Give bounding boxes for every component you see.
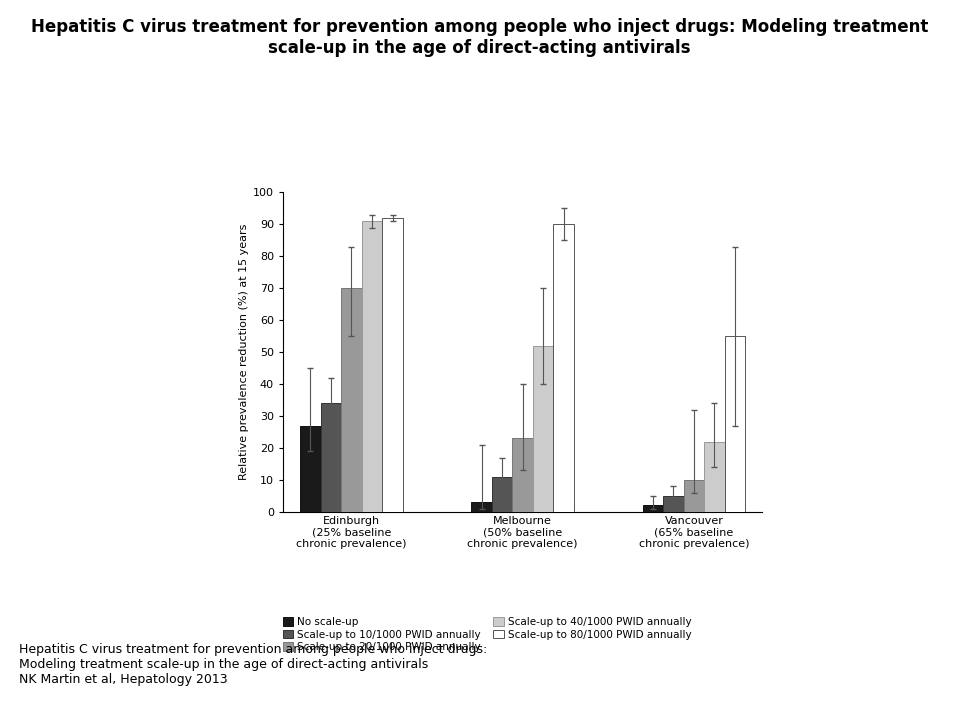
Y-axis label: Relative prevalence reduction (%) at 15 years: Relative prevalence reduction (%) at 15 …	[239, 224, 248, 481]
Bar	[320, 403, 341, 512]
Bar	[663, 496, 684, 512]
Bar	[512, 439, 533, 512]
Bar	[643, 505, 663, 512]
Bar	[300, 425, 320, 512]
Bar	[704, 441, 725, 512]
Bar	[533, 346, 553, 512]
Bar	[553, 224, 574, 512]
Bar	[492, 477, 512, 512]
Bar	[471, 502, 492, 512]
Bar	[725, 336, 745, 512]
Bar	[362, 221, 383, 512]
Bar	[383, 218, 403, 512]
Text: Hepatitis C virus treatment for prevention among people who inject drugs:
Modeli: Hepatitis C virus treatment for preventi…	[19, 643, 487, 685]
Bar	[684, 480, 704, 512]
Bar	[341, 288, 362, 512]
Text: Hepatitis C virus treatment for prevention among people who inject drugs: Modeli: Hepatitis C virus treatment for preventi…	[31, 18, 928, 57]
Legend: No scale-up, Scale-up to 10/1000 PWID annually, Scale-up to 20/1000 PWID annuall: No scale-up, Scale-up to 10/1000 PWID an…	[278, 613, 696, 656]
